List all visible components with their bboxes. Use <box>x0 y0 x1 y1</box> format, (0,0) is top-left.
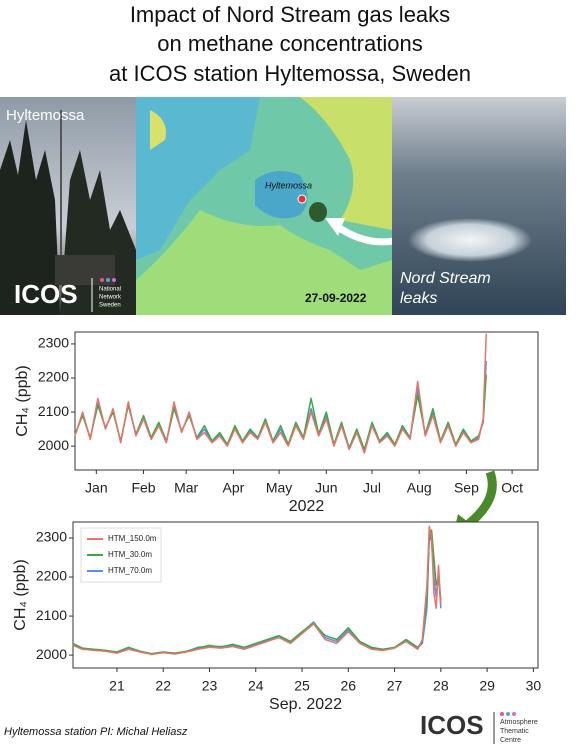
x-tick-label: 29 <box>479 678 495 694</box>
x-tick-label: 25 <box>294 678 310 694</box>
x-axis-label: 2022 <box>289 498 325 515</box>
y-tick-label: 2200 <box>38 369 69 385</box>
footer-logo: ICOS <box>420 710 484 740</box>
x-tick-label: May <box>266 480 292 496</box>
y-axis-label: CH₄ (ppb) <box>12 559 29 630</box>
site-photo: Hyltemossa ICOS National Network Sweden <box>0 97 136 315</box>
connector-arrow <box>463 470 497 530</box>
leak-photo: Nord Stream leaks <box>392 97 566 315</box>
x-tick-label: 28 <box>433 678 449 694</box>
footer-centre: Atmosphere <box>500 719 538 726</box>
x-tick-label: Jun <box>315 480 338 496</box>
plot-frame <box>74 331 539 471</box>
leak-label: Nord Stream <box>400 270 491 287</box>
title-line: on methane concentrations <box>157 31 422 56</box>
series-line <box>72 525 442 656</box>
network-label: Sweden <box>99 303 121 309</box>
y-tick-label: 2200 <box>36 568 67 584</box>
footer-centre: Thematic <box>500 728 529 735</box>
credit: Hyltemossa station PI: Michal Heliasz <box>4 726 188 738</box>
x-tick-label: Mar <box>174 480 198 496</box>
y-tick-label: 2100 <box>38 403 69 419</box>
x-tick-label: 26 <box>341 678 357 694</box>
x-tick-label: Feb <box>131 480 155 496</box>
y-tick-label: 2300 <box>36 529 67 545</box>
legend-label: HTM_70.0m <box>108 566 152 575</box>
footer-centre: Centre <box>500 737 521 744</box>
legend-label: HTM_150.0m <box>108 534 157 543</box>
y-tick-label: 2100 <box>36 607 67 623</box>
x-tick-label: 30 <box>526 678 542 694</box>
x-tick-label: Oct <box>501 480 523 496</box>
x-tick-label: Jan <box>85 480 108 496</box>
map: Hyltemossa 27-09-2022 <box>136 97 407 315</box>
y-axis-label: CH₄ (ppb) <box>14 365 31 436</box>
map-date: 27-09-2022 <box>305 291 367 305</box>
y-tick-label: 2000 <box>38 437 69 453</box>
x-tick-label: 21 <box>109 678 125 694</box>
site-label: Hyltemossa <box>6 107 85 124</box>
y-tick-label: 2000 <box>36 646 67 662</box>
x-tick-label: Jul <box>363 480 381 496</box>
map-marker-label: Hyltemossa <box>265 180 312 190</box>
footer-dot <box>500 712 504 716</box>
x-tick-label: 27 <box>387 678 403 694</box>
x-tick-label: Aug <box>407 480 432 496</box>
title-line: Impact of Nord Stream gas leaks <box>130 2 450 27</box>
series-line <box>74 333 487 454</box>
x-tick-label: Sep <box>454 480 479 496</box>
title-line: at ICOS station Hyltemossa, Sweden <box>109 61 471 86</box>
x-tick-label: 23 <box>202 678 218 694</box>
network-label: National <box>99 287 121 293</box>
x-axis-label: Sep. 2022 <box>269 696 342 713</box>
icos-logo: ICOS <box>14 279 78 309</box>
legend-label: HTM_30.0m <box>108 550 152 559</box>
network-label: Network <box>99 295 122 301</box>
footer-dot <box>512 712 516 716</box>
x-tick-label: Apr <box>222 480 244 496</box>
x-tick-label: 22 <box>155 678 171 694</box>
footer-dot <box>506 712 510 716</box>
x-tick-label: 24 <box>248 678 264 694</box>
y-tick-label: 2300 <box>38 335 69 351</box>
leak-label: leaks <box>400 290 437 307</box>
